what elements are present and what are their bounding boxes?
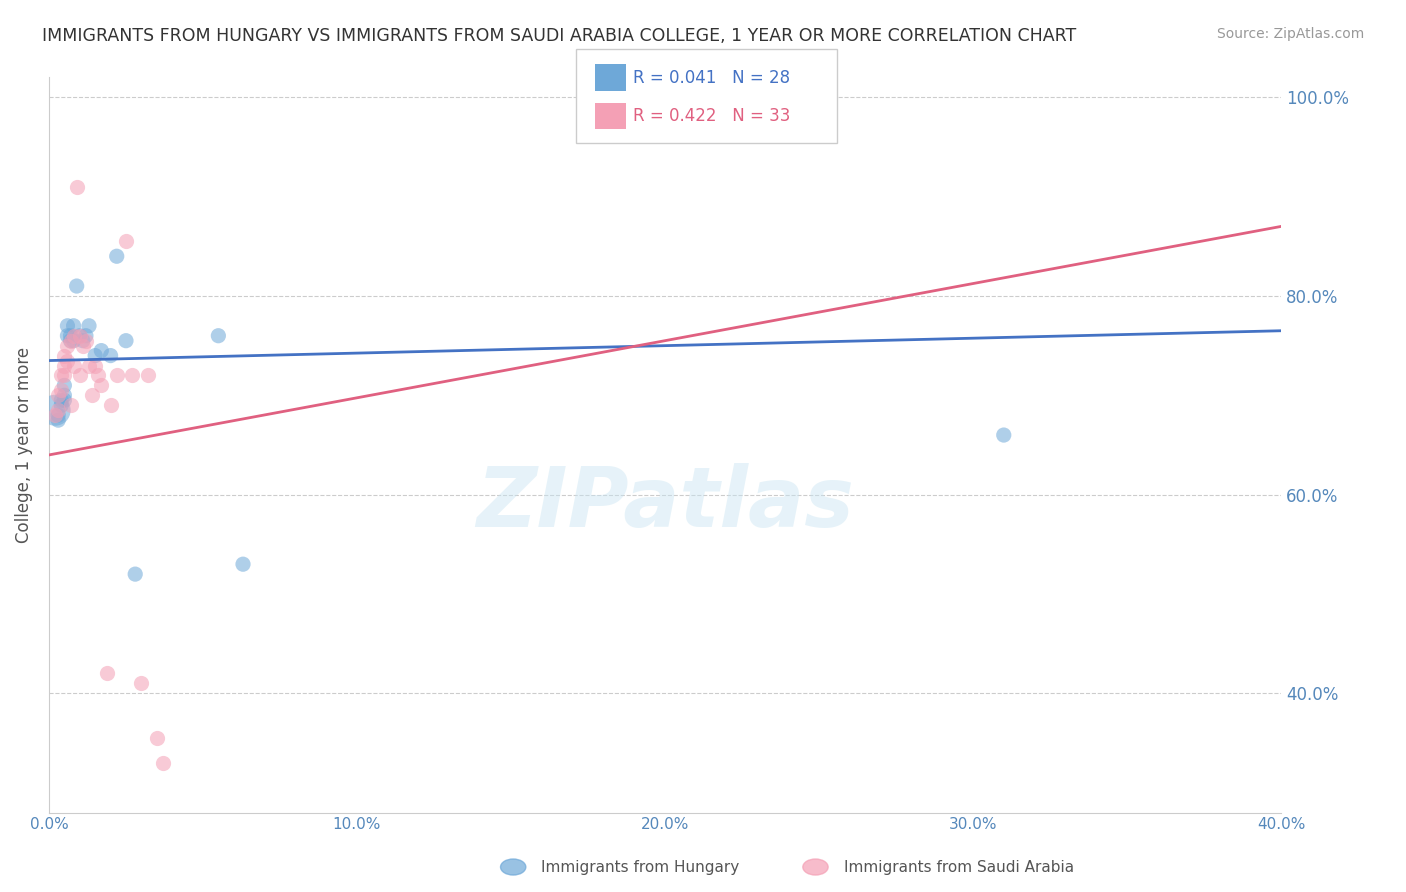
Text: Source: ZipAtlas.com: Source: ZipAtlas.com (1216, 27, 1364, 41)
Point (53, 388, 76, 402)
Point (53, 359, 76, 373)
Point (46, 408, 69, 422)
Point (62, 359, 84, 373)
Point (131, 676, 153, 690)
Point (46, 388, 69, 402)
Point (77, 318, 100, 333)
Point (56, 339, 79, 353)
Point (46, 403, 69, 417)
Point (75, 334, 97, 348)
Point (53, 393, 76, 408)
Point (51, 368, 73, 383)
Point (44, 403, 66, 417)
Y-axis label: College, 1 year or more: College, 1 year or more (15, 347, 32, 543)
Point (96, 666, 118, 681)
Point (90, 378, 112, 392)
Point (100, 349, 122, 363)
Point (62, 334, 84, 348)
Text: ZIPatlas: ZIPatlas (477, 463, 853, 544)
Point (56, 318, 79, 333)
Point (62, 328, 84, 343)
Point (136, 368, 159, 383)
Point (115, 235, 138, 249)
Point (115, 334, 138, 348)
Point (53, 368, 76, 383)
Point (56, 328, 79, 343)
Text: IMMIGRANTS FROM HUNGARY VS IMMIGRANTS FROM SAUDI ARABIA COLLEGE, 1 YEAR OR MORE : IMMIGRANTS FROM HUNGARY VS IMMIGRANTS FR… (42, 27, 1077, 45)
Point (100, 398, 122, 412)
Point (90, 343, 112, 358)
Point (84, 349, 107, 363)
Point (77, 359, 100, 373)
Point (59, 328, 82, 343)
Point (46, 413, 69, 427)
Point (232, 558, 254, 572)
Point (80, 388, 103, 402)
Point (87, 368, 110, 383)
Point (121, 368, 143, 383)
Point (53, 349, 76, 363)
Point (56, 353, 79, 368)
Point (72, 339, 94, 353)
Point (84, 359, 107, 373)
Text: Immigrants from Saudi Arabia: Immigrants from Saudi Arabia (844, 860, 1074, 874)
Point (993, 428, 1015, 442)
Point (59, 334, 82, 348)
Point (75, 328, 97, 343)
Point (66, 279, 89, 293)
Point (72, 334, 94, 348)
Point (124, 567, 146, 582)
Point (207, 328, 229, 343)
Point (62, 318, 84, 333)
Point (51, 384, 73, 398)
Point (105, 368, 128, 383)
Point (59, 398, 82, 412)
Point (105, 249, 128, 263)
Point (66, 179, 89, 194)
Text: R = 0.422   N = 33: R = 0.422 N = 33 (633, 107, 790, 125)
Point (51, 393, 73, 408)
Point (59, 334, 82, 348)
Point (69, 368, 91, 383)
Text: R = 0.041   N = 28: R = 0.041 N = 28 (633, 69, 790, 87)
Point (146, 731, 169, 745)
Point (69, 328, 91, 343)
Point (44, 408, 66, 422)
Point (69, 328, 91, 343)
Point (53, 378, 76, 392)
Text: Immigrants from Hungary: Immigrants from Hungary (541, 860, 740, 874)
Point (51, 398, 73, 412)
Point (152, 756, 174, 770)
